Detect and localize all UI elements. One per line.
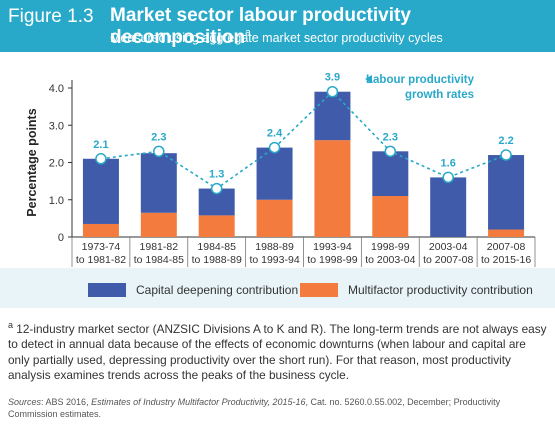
legend: Capital deepening contribution Multifact… [0, 268, 555, 308]
legend-swatch-multifactor [300, 283, 338, 297]
labour-productivity-point [153, 145, 165, 158]
x-tick-label: 2007-08 [487, 241, 526, 253]
data-label: 2.2 [498, 135, 513, 147]
legend-swatch-capital [88, 283, 126, 297]
label-layer: 2.1 2.3 1.3 2.4 3.9 2.3 1.6 2.2 Labour productiv… [93, 72, 513, 181]
labour-productivity-point [384, 145, 397, 158]
y-tick-label: 2.0 [49, 158, 64, 170]
data-label: 1.6 [441, 157, 456, 169]
legend-item-capital: Capital deepening contribution [88, 283, 298, 297]
figure-title-text: Market sector labour productivity decomp… [110, 5, 411, 48]
sources-text-b: , Cat. no. 5260.0.55.002, December; Prod… [8, 397, 501, 419]
labour-productivity-point [268, 141, 281, 154]
data-label: 2.1 [93, 139, 108, 151]
y-tick-label: 1.0 [49, 195, 64, 207]
x-tick-label: 2003-04 [429, 241, 468, 253]
line-series-label: growth rates [405, 89, 474, 101]
legend-label-multifactor: Multifactor productivity contribution [348, 283, 533, 297]
data-label: 1.3 [209, 169, 224, 181]
labour-productivity-point [210, 182, 223, 195]
x-tick-label: 1988-89 [255, 241, 294, 253]
bar-capital-deepening [488, 155, 525, 230]
labour-productivity-point [500, 149, 512, 161]
bar-multifactor [82, 223, 119, 237]
figure-number: Figure 1.3 [8, 6, 94, 27]
x-tick-label: to 1988-89 [192, 254, 242, 266]
labour-productivity-point [95, 153, 107, 165]
labour-productivity-line [100, 90, 507, 190]
bars-layer [82, 91, 525, 237]
labour-productivity-point [326, 85, 339, 98]
data-label: 2.4 [267, 128, 283, 140]
footnote: a 12-industry market sector (ANZSIC Divi… [8, 318, 548, 383]
bar-capital-deepening [314, 91, 351, 141]
x-tick-label: 1998-99 [371, 241, 410, 253]
bar-capital-deepening [430, 177, 467, 237]
annotation-arrow [365, 75, 372, 83]
bar-capital-deepening [140, 153, 177, 213]
x-tick-label: to 2015-16 [481, 254, 531, 266]
x-tick-label: to 2007-08 [423, 254, 473, 266]
sources-title: Estimates of Industry Multifactor Produc… [91, 397, 306, 407]
sources-prefix: Sources [8, 397, 42, 407]
x-tick-label: to 1981-82 [76, 254, 126, 266]
legend-label-capital: Capital deepening contribution [136, 283, 299, 297]
bar-multifactor [256, 199, 293, 237]
bar-multifactor [372, 196, 409, 237]
bar-multifactor [314, 140, 351, 237]
figure-header: Figure 1.3 Market sector labour producti… [0, 0, 555, 52]
y-tick-label: 0 [58, 232, 64, 244]
title-note-marker: a [245, 27, 251, 39]
data-label: 2.3 [151, 131, 166, 143]
x-tick-label: 1984-85 [197, 241, 236, 253]
figure-subtitle: Measured using aggregate market sector p… [110, 31, 443, 45]
footnote-text: 12-industry market sector (ANZSIC Divisi… [8, 321, 547, 382]
y-axis-title: Percentage points [25, 108, 39, 216]
x-tick-label: to 2003-04 [365, 254, 415, 266]
x-tick-label: 1973-74 [82, 241, 121, 253]
x-tick-label: 1981-82 [140, 241, 179, 253]
bar-capital-deepening [256, 147, 293, 200]
x-tick-label: 1993-94 [313, 241, 352, 253]
legend-item-multifactor: Multifactor productivity contribution [300, 283, 533, 297]
figure-title: Market sector labour productivity decomp… [110, 5, 555, 49]
bar-multifactor [140, 212, 177, 237]
line-series-label: Labour productivity [366, 74, 475, 86]
x-tick-label: to 1984-85 [134, 254, 184, 266]
sources: Sources: ABS 2016, Estimates of Industry… [8, 396, 548, 420]
data-label: 3.9 [325, 72, 340, 84]
labour-productivity-point [442, 171, 454, 184]
bar-multifactor [488, 229, 525, 237]
x-tick-label: to 1998-99 [307, 254, 357, 266]
bar-capital-deepening [82, 158, 119, 224]
x-tick-label: to 1993-94 [249, 254, 299, 266]
y-tick-label: 3.0 [49, 120, 64, 132]
bar-capital-deepening [372, 151, 409, 197]
footnote-marker: a [8, 320, 14, 330]
sources-text-a: : ABS 2016, [41, 397, 92, 407]
line-layer [95, 85, 512, 195]
data-label: 2.3 [383, 131, 398, 143]
bar-multifactor [198, 215, 235, 237]
y-tick-label: 4.0 [49, 83, 64, 95]
